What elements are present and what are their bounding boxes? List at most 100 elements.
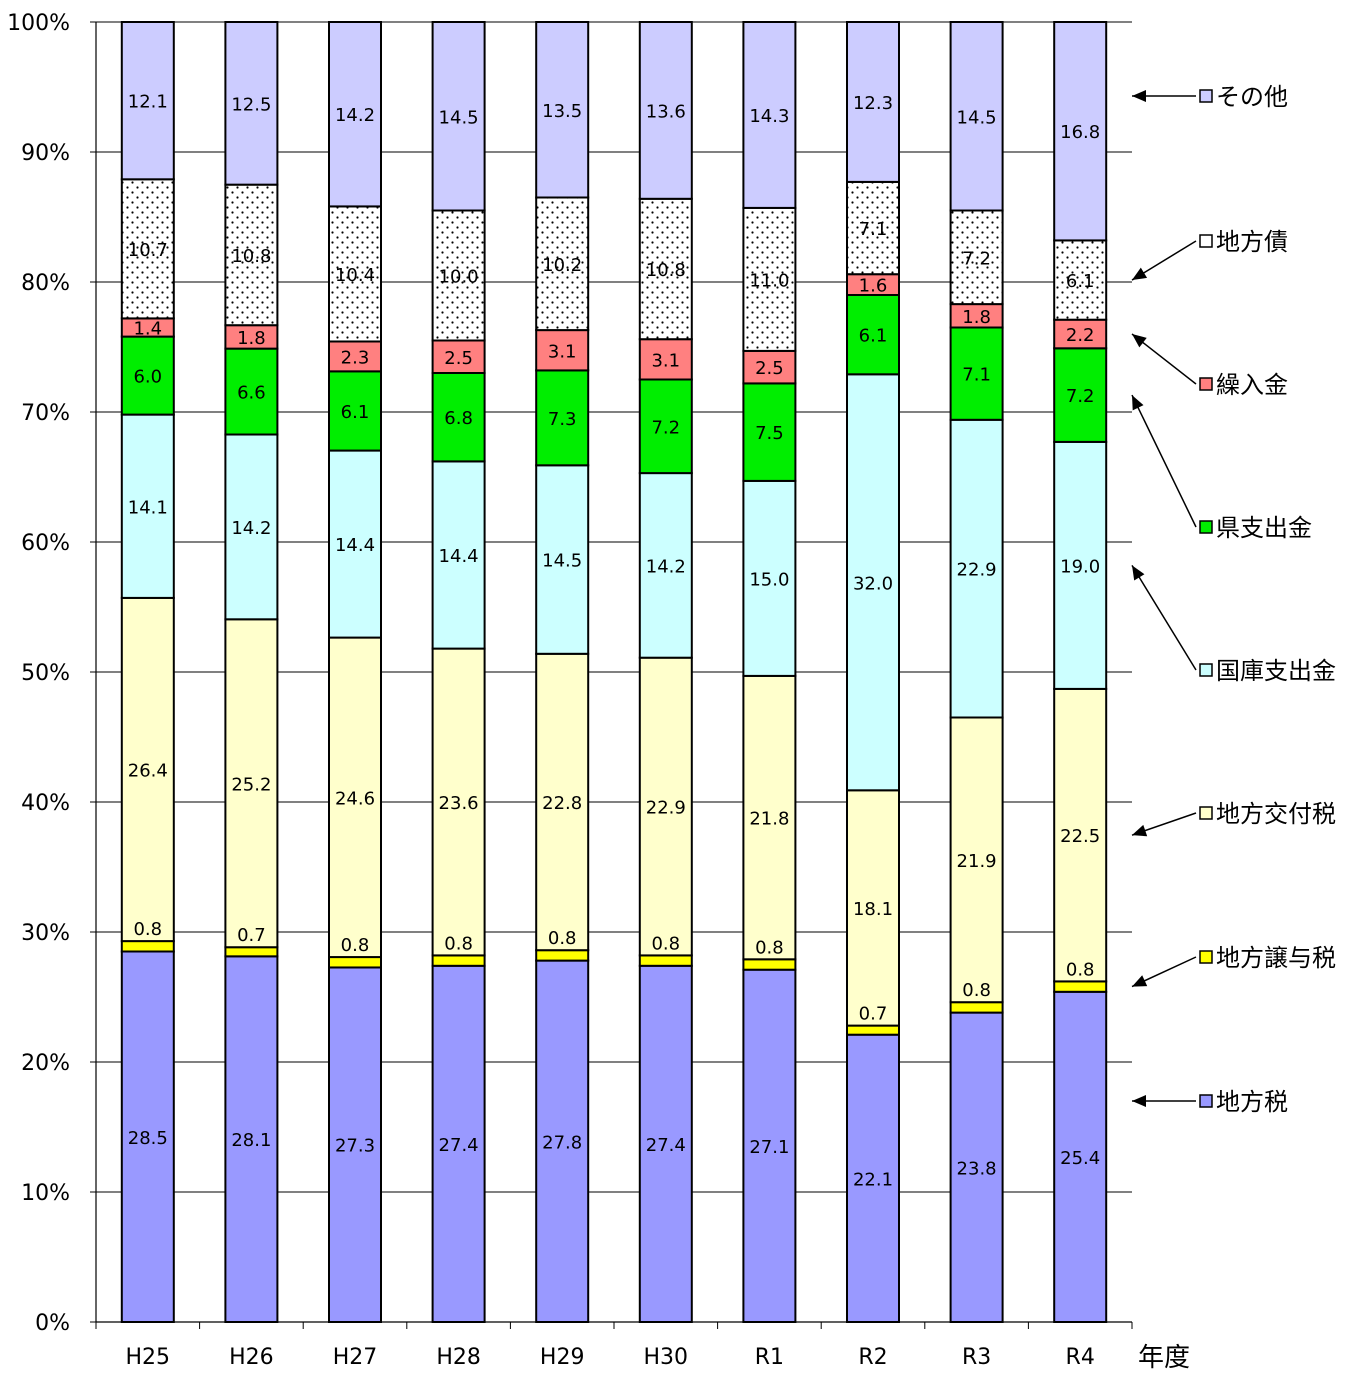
- legend-label: 地方譲与税: [1216, 944, 1336, 972]
- data-label: 0.8: [755, 937, 784, 958]
- data-label: 7.1: [859, 219, 888, 240]
- data-label: 14.1: [128, 497, 168, 518]
- data-label: 27.8: [542, 1132, 582, 1153]
- bars: [120, 21, 1108, 1324]
- legend-swatch: [1199, 950, 1213, 964]
- data-label: 1.6: [859, 276, 888, 297]
- data-label: 23.6: [439, 793, 479, 814]
- legend-entry: 地方債: [1131, 228, 1288, 281]
- bar-segment: [431, 372, 486, 463]
- bar-segment: [120, 21, 175, 181]
- data-label: 6.8: [444, 408, 473, 429]
- bar-segment: [224, 955, 279, 1324]
- data-label: 7.2: [962, 248, 991, 269]
- x-tick-label: R3: [962, 1345, 991, 1370]
- x-tick-label: R2: [858, 1345, 887, 1370]
- bar-segment: [949, 21, 1004, 212]
- bar-segment: [949, 1001, 1004, 1014]
- data-label: 10.8: [231, 246, 271, 267]
- data-label: 25.2: [231, 774, 271, 795]
- legend-entry: 県支出金: [1131, 394, 1312, 542]
- data-label: 15.0: [749, 569, 789, 590]
- data-label: 19.0: [1060, 556, 1100, 577]
- bar-segment: [120, 596, 175, 943]
- x-tick-label: H25: [126, 1345, 171, 1370]
- legend-swatch: [1199, 663, 1213, 677]
- bar-segment: [846, 180, 900, 276]
- bar-segment: [431, 339, 486, 374]
- y-tick-label: 100%: [7, 11, 70, 36]
- data-label: 28.1: [231, 1130, 271, 1151]
- legend-label: 地方債: [1216, 228, 1288, 256]
- bar-segment: [949, 209, 1004, 306]
- legend-label: 地方税: [1216, 1088, 1288, 1116]
- data-label: 22.9: [957, 560, 997, 581]
- data-label: 27.1: [749, 1137, 789, 1158]
- bar-segment: [431, 460, 486, 650]
- data-label: 14.2: [231, 518, 271, 539]
- data-label: 3.1: [651, 350, 680, 371]
- data-label: 27.3: [335, 1136, 375, 1157]
- bar-segment: [328, 370, 382, 452]
- bar-segment: [1053, 440, 1108, 690]
- legend-arrow: [1131, 394, 1197, 528]
- legend-label: 地方交付税: [1216, 800, 1336, 828]
- bar-segment: [638, 656, 693, 957]
- bar-segment: [742, 479, 797, 677]
- data-label: 27.4: [439, 1135, 479, 1156]
- data-label: 14.5: [957, 107, 997, 128]
- data-label: 7.2: [1066, 386, 1095, 407]
- data-label: 0.8: [548, 928, 577, 949]
- bar-segment: [1053, 21, 1108, 242]
- y-tick-label: 60%: [21, 531, 70, 556]
- x-tick-label: R1: [755, 1345, 784, 1370]
- data-label: 10.0: [439, 267, 479, 288]
- data-label: 0.7: [859, 1004, 888, 1025]
- data-label: 7.1: [962, 365, 991, 386]
- axes: 0% 10% 20% 30% 40% 50% 60% 70% 80% 90% 100% H25 H26 H…: [7, 11, 1190, 1373]
- bar-segment: [224, 347, 279, 436]
- bar-segment: [328, 21, 382, 208]
- data-label: 7.3: [548, 409, 577, 430]
- data-label: 6.1: [1066, 271, 1095, 292]
- legend-arrowhead: [1132, 565, 1145, 581]
- legend-arrowhead: [1132, 267, 1148, 281]
- bar-segment: [638, 197, 693, 341]
- data-label: 23.8: [957, 1158, 997, 1179]
- bar-segment: [742, 382, 797, 482]
- legend-swatch: [1199, 89, 1213, 103]
- data-label: 10.7: [128, 240, 168, 261]
- data-label: 1.4: [133, 319, 162, 340]
- bar-segment: [638, 954, 693, 967]
- data-label: 14.2: [335, 105, 375, 126]
- x-tick-label: H30: [644, 1345, 689, 1370]
- bar-segment: [328, 636, 382, 959]
- bar-segment: [328, 966, 382, 1323]
- bar-segment: [742, 674, 797, 961]
- data-label: 14.5: [542, 551, 582, 572]
- data-label: 18.1: [853, 899, 893, 920]
- data-labels: 28.5 0.8 26.4 14.1 6.0 1.4 10.7 12.1 28.1 0.7 25.2…: [128, 92, 1100, 1191]
- data-label: 3.1: [548, 341, 577, 362]
- data-label: 10.4: [335, 265, 375, 286]
- data-label: 12.1: [128, 92, 168, 113]
- data-label: 6.6: [237, 383, 266, 404]
- data-label: 12.3: [853, 93, 893, 114]
- legend-swatch: [1199, 1094, 1213, 1108]
- data-label: 10.8: [646, 260, 686, 281]
- legend-label: 県支出金: [1216, 514, 1312, 542]
- legend-arrow: [1131, 565, 1197, 671]
- data-label: 6.1: [859, 326, 888, 347]
- bar-segment: [120, 940, 175, 953]
- legend-swatch: [1199, 234, 1213, 248]
- legend-arrowhead: [1132, 395, 1144, 411]
- data-label: 32.0: [853, 573, 893, 594]
- legend-entry: 国庫支出金: [1131, 565, 1336, 685]
- bar-segment: [949, 716, 1004, 1004]
- data-label: 1.8: [962, 307, 991, 328]
- y-tick-label: 10%: [21, 1181, 70, 1206]
- y-tick-label: 30%: [21, 921, 70, 946]
- legend-arrowhead: [1132, 975, 1148, 987]
- y-tick-label: 80%: [21, 271, 70, 296]
